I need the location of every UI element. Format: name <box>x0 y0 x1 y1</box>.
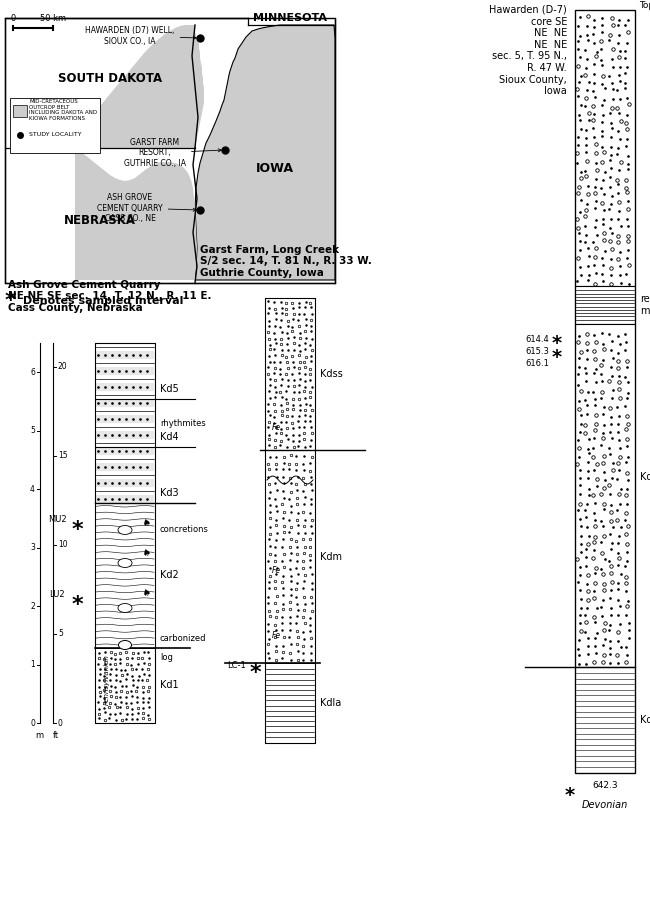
Bar <box>96 447 154 455</box>
Text: *: * <box>552 348 562 367</box>
Text: Devonian: Devonian <box>582 800 628 810</box>
Bar <box>575 286 635 324</box>
Text: 0: 0 <box>10 14 16 23</box>
Text: NEBRASKA: NEBRASKA <box>64 214 136 226</box>
Bar <box>96 415 154 423</box>
Text: *: * <box>72 595 83 615</box>
Bar <box>96 367 154 375</box>
Bar <box>96 463 154 471</box>
Text: Kd4: Kd4 <box>160 432 179 442</box>
Text: Fe: Fe <box>272 631 281 640</box>
Text: MU2: MU2 <box>47 515 66 524</box>
Bar <box>95 343 155 503</box>
Text: *: * <box>565 786 575 805</box>
Text: 4: 4 <box>30 485 35 494</box>
Text: *: * <box>72 520 83 540</box>
Bar <box>575 10 635 773</box>
Text: *: * <box>4 291 16 311</box>
Text: Kdss: Kdss <box>320 369 343 379</box>
Text: red
mottling: red mottling <box>640 295 650 316</box>
Text: 616.1: 616.1 <box>525 359 549 368</box>
Text: 5: 5 <box>58 629 63 638</box>
Bar <box>265 298 315 450</box>
Text: LC-1: LC-1 <box>227 662 246 671</box>
Bar <box>96 399 154 407</box>
Ellipse shape <box>118 525 132 534</box>
Bar <box>95 648 155 723</box>
Text: Kd5: Kd5 <box>160 384 179 394</box>
Text: Kd1: Kd1 <box>160 681 179 691</box>
Text: 2: 2 <box>31 602 35 611</box>
Bar <box>95 343 155 723</box>
Text: carbonized: carbonized <box>160 634 207 643</box>
Text: *: * <box>249 663 261 683</box>
Text: Hawarden (D-7)
core SE
NE  NE
NE  NE
sec. 5, T. 95 N.,
R. 47 W.
Sioux County,
Io: Hawarden (D-7) core SE NE NE NE NE sec. … <box>489 5 567 96</box>
Text: 15: 15 <box>58 451 68 460</box>
Text: rhythmites: rhythmites <box>160 418 206 427</box>
Text: 3: 3 <box>30 543 35 552</box>
Bar <box>96 351 154 359</box>
Text: 615.3: 615.3 <box>525 348 549 357</box>
Text: ♠: ♠ <box>141 547 153 559</box>
Bar <box>5 18 335 283</box>
Ellipse shape <box>118 640 131 649</box>
Text: STUDY LOCALITY: STUDY LOCALITY <box>29 133 82 137</box>
Text: Garst Farm, Long Creek
S/2 sec. 14, T. 81 N., R. 33 W.
Guthrie County, Iowa: Garst Farm, Long Creek S/2 sec. 14, T. 8… <box>200 245 372 278</box>
Text: Kd2: Kd2 <box>160 570 179 580</box>
Text: 642.3: 642.3 <box>592 780 617 789</box>
Text: 1: 1 <box>31 660 35 669</box>
Bar <box>265 663 315 743</box>
Text: HAWARDEN (D7) WELL,
SIOUX CO., IA: HAWARDEN (D7) WELL, SIOUX CO., IA <box>85 26 196 46</box>
Polygon shape <box>75 25 204 148</box>
Text: m: m <box>35 731 43 740</box>
Text: 10: 10 <box>58 541 68 550</box>
Text: LU2: LU2 <box>49 590 65 599</box>
Text: 5: 5 <box>30 427 35 436</box>
Bar <box>96 431 154 439</box>
Text: Top Nishnabotna Mbr.: Top Nishnabotna Mbr. <box>639 2 650 11</box>
Text: 614.4: 614.4 <box>525 334 549 344</box>
Text: 0: 0 <box>58 718 63 727</box>
Ellipse shape <box>118 603 132 612</box>
Text: Kd3: Kd3 <box>160 488 179 498</box>
Bar <box>13 105 27 117</box>
Polygon shape <box>75 148 197 280</box>
Text: Kdm: Kdm <box>320 551 342 561</box>
Bar <box>265 450 315 663</box>
Text: ♠: ♠ <box>141 517 153 529</box>
Text: Ash Grove Cement Quarry
NE NE SE sec. 14, T. 12 N., R. 11 E.
Cass County, Nebras: Ash Grove Cement Quarry NE NE SE sec. 14… <box>8 280 211 313</box>
Text: 20: 20 <box>58 362 68 371</box>
Text: Fe: Fe <box>272 566 281 575</box>
Text: 6: 6 <box>30 367 35 377</box>
Text: Kdla: Kdla <box>640 715 650 725</box>
Bar <box>575 324 635 667</box>
Text: 50 km: 50 km <box>40 14 66 23</box>
Text: Fe: Fe <box>272 423 281 432</box>
Bar <box>265 298 315 743</box>
Text: Denotes sampled interval: Denotes sampled interval <box>23 296 183 306</box>
Bar <box>95 503 155 648</box>
Text: Pennsylvanian: Pennsylvanian <box>104 654 110 705</box>
Polygon shape <box>195 25 335 280</box>
Text: MINNESOTA: MINNESOTA <box>253 13 327 23</box>
Bar <box>96 479 154 487</box>
Text: concretions: concretions <box>160 525 209 534</box>
Text: 0: 0 <box>30 718 35 727</box>
Text: GARST FARM
RESORT,
GUTHRIE CO., IA: GARST FARM RESORT, GUTHRIE CO., IA <box>124 138 221 168</box>
Text: SOUTH DAKOTA: SOUTH DAKOTA <box>58 72 162 84</box>
Ellipse shape <box>118 559 132 568</box>
Text: *: * <box>552 334 562 354</box>
Bar <box>575 10 635 286</box>
Text: ♠: ♠ <box>141 586 153 599</box>
Text: Kdm: Kdm <box>640 471 650 481</box>
Text: ft: ft <box>53 731 59 740</box>
Text: log: log <box>160 653 173 662</box>
Bar <box>575 667 635 773</box>
Text: ASH GROVE
CEMENT QUARRY
CASS CO., NE: ASH GROVE CEMENT QUARRY CASS CO., NE <box>98 193 196 223</box>
Text: Kdla: Kdla <box>320 698 341 708</box>
Bar <box>96 495 154 503</box>
Text: MID-CRETACEOUS
OUTCROP BELT
INCLUDING DAKOTA AND
KIOWA FORMATIONS: MID-CRETACEOUS OUTCROP BELT INCLUDING DA… <box>29 99 97 121</box>
Bar <box>96 383 154 391</box>
Bar <box>10 98 100 153</box>
Text: IOWA: IOWA <box>256 162 294 174</box>
